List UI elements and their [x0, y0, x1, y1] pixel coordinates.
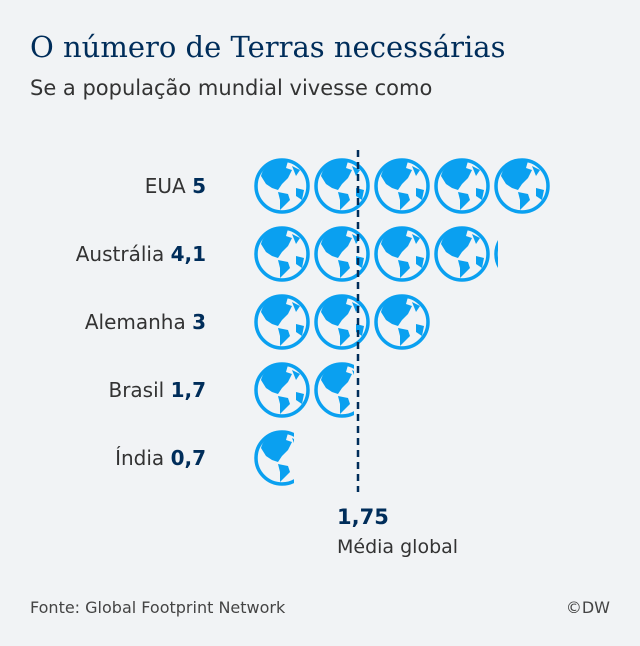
globe-icon — [374, 226, 430, 282]
globe-icon — [254, 226, 310, 282]
category-name: Brasil — [108, 378, 171, 402]
reference-line-label: Média global — [337, 536, 459, 558]
globe-icon — [314, 362, 354, 418]
globe-icon — [254, 294, 310, 350]
value-label: 5 — [192, 174, 206, 198]
chart-title: O número de Terras necessárias — [30, 30, 506, 64]
globe-icon — [314, 158, 370, 214]
source-note: Fonte: Global Footprint Network — [30, 598, 286, 617]
category-name: Índia — [115, 446, 171, 470]
category-label: Índia 0,7 — [115, 446, 206, 470]
globe-icon — [254, 158, 310, 214]
globe-icon — [254, 430, 294, 486]
category-label: EUA 5 — [145, 174, 206, 198]
value-label: 0,7 — [170, 446, 206, 470]
value-label: 1,7 — [170, 378, 206, 402]
chart-subtitle: Se a população mundial vivesse como — [30, 76, 433, 100]
value-label: 3 — [192, 310, 206, 334]
globe-icon — [314, 226, 370, 282]
category-name: Alemanha — [84, 310, 193, 334]
globe-icon — [494, 158, 550, 214]
category-label: Alemanha 3 — [85, 310, 206, 334]
globe-icon — [494, 240, 498, 268]
category-label: Austrália 4,1 — [76, 242, 206, 266]
globe-icon — [374, 158, 430, 214]
globe-icon — [314, 294, 370, 350]
globe-icon — [254, 362, 310, 418]
category-name: Austrália — [75, 242, 171, 266]
category-label: Brasil 1,7 — [108, 378, 206, 402]
value-label: 4,1 — [170, 242, 206, 266]
globe-icon — [434, 226, 490, 282]
category-name: EUA — [144, 174, 193, 198]
globe-icon — [434, 158, 490, 214]
globe-icon — [374, 294, 430, 350]
credit: ©DW — [565, 598, 610, 617]
reference-value-label: 1,75 — [337, 505, 389, 529]
